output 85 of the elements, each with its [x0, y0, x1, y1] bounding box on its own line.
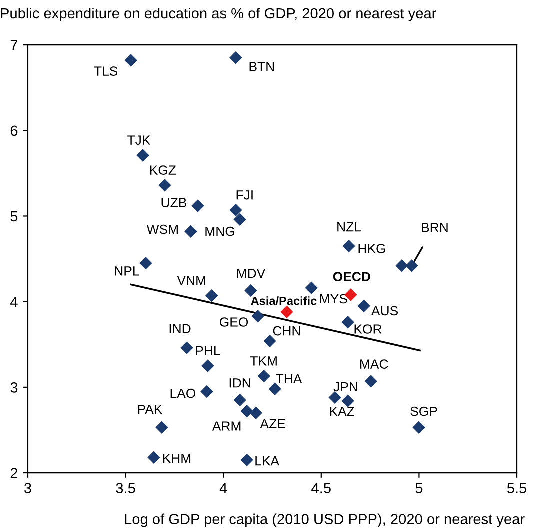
point	[205, 289, 218, 302]
point	[180, 342, 194, 354]
point	[396, 260, 408, 272]
data-label: UZB	[162, 198, 186, 208]
point	[342, 240, 356, 253]
data-label: AZE	[260, 419, 286, 429]
data-label: NPL	[115, 266, 140, 276]
point	[252, 310, 264, 323]
data-label: HKG	[358, 244, 386, 254]
data-label: MYS	[320, 294, 348, 304]
point	[244, 284, 258, 298]
data-label: SGP	[410, 406, 438, 416]
data-label: MAC	[360, 360, 388, 369]
x-tick-label: 5.5	[507, 483, 527, 494]
data-label: ARM	[212, 422, 241, 431]
point	[264, 334, 276, 348]
data-label: JPN	[334, 382, 358, 392]
point	[342, 394, 354, 408]
point	[305, 282, 318, 295]
data-label: TJK	[128, 136, 151, 146]
data-label: TLS	[94, 66, 118, 76]
data-label: IDN	[230, 378, 250, 388]
data-label: Asia/Pacific	[251, 296, 317, 306]
point	[184, 225, 198, 238]
data-label: OECD	[333, 272, 370, 282]
point	[140, 256, 152, 270]
x-tick-label: 4.5	[312, 483, 331, 494]
point	[158, 179, 172, 192]
y-tick-label: 2	[10, 468, 18, 478]
point	[364, 375, 378, 388]
data-label: NZL	[338, 222, 362, 232]
x-tick-label: 4	[220, 483, 228, 494]
point	[230, 204, 242, 217]
point	[412, 421, 426, 434]
data-label: PAK	[138, 404, 163, 414]
point	[234, 213, 246, 226]
data-label: BRN	[422, 223, 448, 232]
data-label: PHL	[196, 346, 220, 356]
y-tick-label: 5	[10, 211, 18, 222]
point	[250, 406, 262, 420]
point	[136, 149, 150, 162]
point	[280, 306, 294, 318]
x-axis-title: Log of GDP per capita (2010 USD PPP), 2020 or nearest year	[125, 514, 525, 528]
data-label: KOR	[354, 324, 382, 334]
data-label: WSM	[146, 224, 178, 234]
data-label: MNG	[206, 226, 234, 236]
data-label: KHM	[163, 454, 191, 464]
point	[200, 385, 214, 398]
point	[202, 360, 214, 372]
data-label: IND	[170, 324, 191, 334]
data-label: TKM	[250, 356, 277, 366]
y-tick-label: 7	[10, 40, 18, 50]
point	[406, 260, 418, 272]
point	[240, 454, 254, 467]
data-label: GEO	[220, 318, 248, 327]
point	[234, 394, 246, 407]
point	[148, 451, 160, 464]
y-tick-label: 4	[10, 297, 18, 308]
data-label: LAO	[170, 388, 196, 398]
x-tick-label: 3	[24, 483, 32, 494]
y-tick-label: 6	[10, 126, 18, 136]
point	[358, 300, 370, 312]
point	[240, 405, 254, 418]
data-label: KAZ	[330, 407, 355, 416]
x-tick-label: 5	[416, 483, 423, 494]
x-tick-label: 3.5	[116, 483, 136, 494]
point	[268, 382, 282, 396]
data-label: AUS	[372, 306, 398, 316]
point	[328, 391, 342, 404]
data-label: FJI	[236, 190, 253, 200]
point	[192, 200, 204, 212]
point	[258, 370, 270, 383]
data-label: KGZ	[150, 166, 176, 175]
point	[124, 54, 138, 67]
point	[156, 421, 168, 434]
data-label: VNM	[177, 276, 206, 286]
data-label: BTN	[250, 62, 274, 72]
point	[342, 316, 354, 329]
y-axis-title: Public expenditure on education as % of GDP, 2020 or nearest year	[1, 8, 436, 22]
data-label: THA	[276, 374, 302, 384]
point	[230, 52, 242, 64]
data-label: MDV	[237, 269, 266, 278]
data-label: CHN	[273, 326, 300, 336]
y-tick-label: 3	[10, 382, 18, 393]
data-label: LKA	[256, 456, 280, 466]
